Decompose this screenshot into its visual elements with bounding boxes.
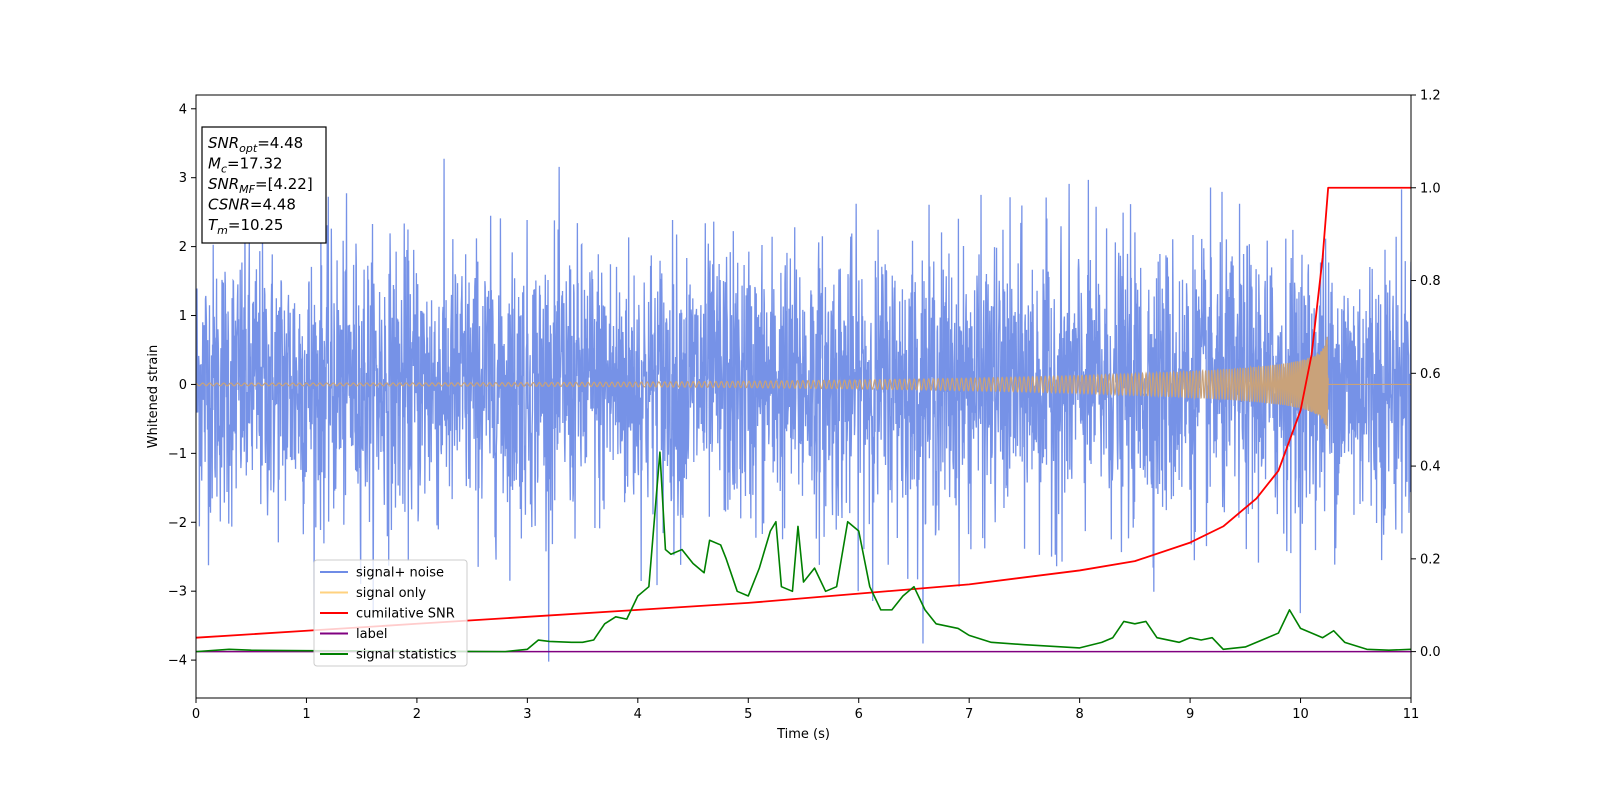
x-tick-label: 3 bbox=[523, 707, 531, 722]
x-tick-label: 1 bbox=[302, 707, 310, 722]
legend-item-label: signal statistics bbox=[356, 648, 457, 663]
y-tick-label-right: 0.4 bbox=[1420, 460, 1441, 475]
x-tick-label: 10 bbox=[1292, 707, 1309, 722]
axes-frame bbox=[195, 94, 1412, 699]
annotation-line: SNRMF=[4.22] bbox=[208, 175, 313, 196]
x-tick-label: 8 bbox=[1075, 707, 1083, 722]
series-signal-noise bbox=[196, 158, 1411, 662]
x-tick-label: 0 bbox=[192, 707, 200, 722]
legend-item-label: cumilative SNR bbox=[356, 607, 455, 622]
x-tick-label: 5 bbox=[744, 707, 752, 722]
y-axis-label-left: Whitened strain bbox=[146, 345, 161, 448]
y-tick-label-left: 4 bbox=[179, 102, 187, 117]
legend-item-label: signal+ noise bbox=[356, 566, 444, 581]
y-tick-label-left: 0 bbox=[179, 378, 187, 393]
x-tick-label: 7 bbox=[965, 707, 973, 722]
legend-frame bbox=[313, 559, 468, 667]
y-tick-label-right: 1.0 bbox=[1420, 181, 1441, 196]
annotation-box: SNRopt=4.48Mc=17.32SNRMF=[4.22]CSNR=4.48… bbox=[201, 126, 327, 244]
y-tick-label-left: 3 bbox=[179, 171, 187, 186]
y-tick-label-right: 1.2 bbox=[1420, 89, 1441, 104]
axes: 0 1 2 3 4 5 6 7 8 9 10 11 −4 −3 −2 −1 0 1 2 3 4 0.0 0.2 0.4 0.6 0… bbox=[168, 89, 1441, 723]
x-tick-label: 9 bbox=[1186, 707, 1194, 722]
series-cumulative-snr bbox=[196, 186, 1411, 639]
legend: signal+ noise signal only cumilative SNR la… bbox=[313, 559, 468, 667]
x-tick-label: 11 bbox=[1403, 707, 1420, 722]
y-tick-label-right: 0.6 bbox=[1420, 367, 1441, 382]
annotation-box-frame bbox=[201, 126, 327, 244]
x-tick-label: 4 bbox=[634, 707, 642, 722]
annotation-line: SNRopt=4.48 bbox=[208, 134, 303, 155]
legend-item-label: label bbox=[356, 627, 387, 642]
y-tick-label-right: 0.0 bbox=[1420, 645, 1441, 660]
x-tick-label: 2 bbox=[413, 707, 421, 722]
y-tick-label-right: 0.2 bbox=[1420, 552, 1441, 567]
x-tick-label: 6 bbox=[855, 707, 863, 722]
annotation-line: Tm=10.25 bbox=[208, 216, 283, 237]
y-tick-label-left: −4 bbox=[168, 654, 187, 669]
y-tick-label-left: 1 bbox=[179, 309, 187, 324]
series-signal-statistics bbox=[196, 451, 1411, 653]
y-tick-label-left: 2 bbox=[179, 240, 187, 255]
series-signal-only bbox=[196, 336, 1411, 429]
y-tick-label-left: −1 bbox=[168, 447, 187, 462]
x-axis-label: Time (s) bbox=[776, 727, 830, 742]
annotation-line: CSNR=4.48 bbox=[208, 196, 296, 214]
y-tick-label-left: −3 bbox=[168, 585, 187, 600]
legend-item-label: signal only bbox=[356, 586, 426, 601]
annotation-line: Mc=17.32 bbox=[208, 155, 283, 176]
y-tick-label-right: 0.8 bbox=[1420, 274, 1441, 289]
y-tick-label-left: −2 bbox=[168, 516, 187, 531]
